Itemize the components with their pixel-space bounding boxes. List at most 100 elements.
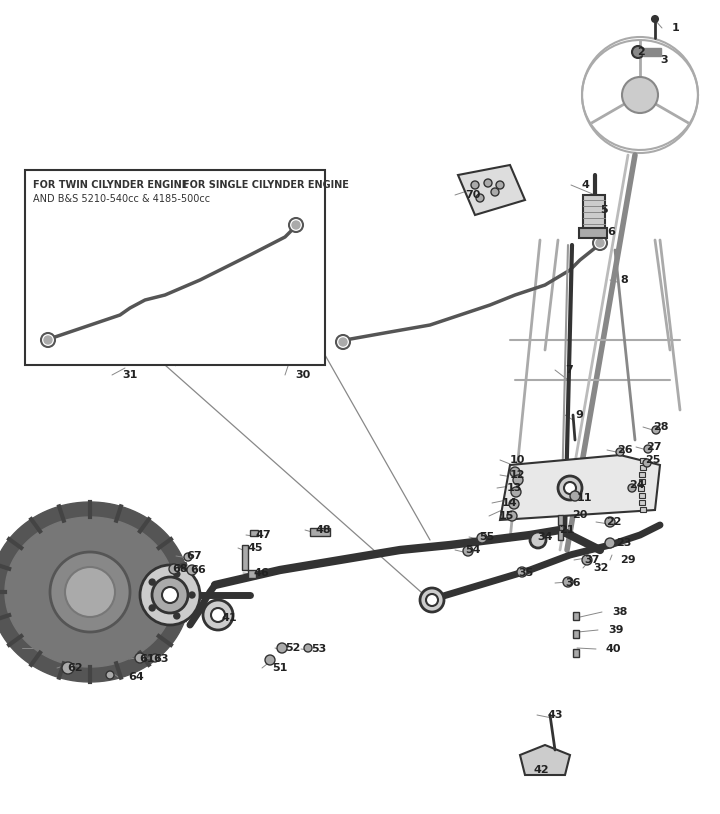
- Circle shape: [507, 511, 517, 521]
- Circle shape: [44, 336, 52, 344]
- Circle shape: [484, 179, 492, 187]
- Text: 35: 35: [518, 568, 534, 578]
- Text: 10: 10: [510, 455, 526, 465]
- Circle shape: [162, 587, 178, 603]
- Text: 67: 67: [186, 551, 202, 561]
- Bar: [579, 228, 607, 238]
- Circle shape: [174, 613, 180, 619]
- Circle shape: [496, 181, 504, 189]
- Text: 36: 36: [565, 578, 580, 588]
- Circle shape: [628, 484, 636, 492]
- Circle shape: [643, 459, 651, 467]
- Text: 25: 25: [645, 455, 660, 465]
- Text: 63: 63: [153, 654, 168, 664]
- Bar: [558, 515, 563, 525]
- Text: 38: 38: [612, 607, 627, 617]
- Circle shape: [570, 491, 580, 501]
- Text: 30: 30: [295, 370, 310, 380]
- Text: 39: 39: [608, 625, 624, 635]
- Circle shape: [149, 579, 156, 585]
- Circle shape: [336, 335, 350, 349]
- Text: 68: 68: [172, 564, 188, 574]
- Circle shape: [65, 567, 115, 617]
- Text: 21: 21: [559, 525, 575, 535]
- Circle shape: [471, 181, 479, 189]
- Circle shape: [513, 475, 523, 485]
- Circle shape: [184, 553, 192, 561]
- Text: 14: 14: [502, 498, 518, 508]
- Text: AND B&S 5210-540cc & 4185-500cc: AND B&S 5210-540cc & 4185-500cc: [33, 194, 210, 204]
- Circle shape: [187, 565, 197, 575]
- Text: 24: 24: [629, 480, 644, 490]
- Circle shape: [509, 499, 519, 509]
- Circle shape: [339, 338, 347, 346]
- Circle shape: [632, 46, 644, 58]
- Bar: [639, 479, 644, 484]
- Text: FOR SINGLE CILYNDER ENGINE: FOR SINGLE CILYNDER ENGINE: [183, 180, 349, 190]
- Bar: [639, 493, 644, 498]
- Bar: [573, 630, 579, 638]
- Text: 37: 37: [584, 555, 599, 565]
- Bar: [639, 472, 645, 477]
- Text: 8: 8: [620, 275, 628, 285]
- Text: 43: 43: [547, 710, 562, 720]
- Text: 5: 5: [600, 205, 608, 215]
- Circle shape: [152, 577, 188, 613]
- Bar: [643, 48, 661, 56]
- Circle shape: [652, 426, 660, 434]
- Circle shape: [564, 482, 576, 494]
- Text: 6: 6: [607, 227, 615, 237]
- Polygon shape: [0, 502, 190, 682]
- Circle shape: [563, 577, 573, 587]
- Text: 3: 3: [660, 55, 667, 65]
- Text: 7: 7: [565, 365, 572, 375]
- Text: 1: 1: [672, 23, 680, 33]
- Circle shape: [605, 538, 615, 548]
- Circle shape: [135, 653, 145, 663]
- Text: 20: 20: [572, 510, 588, 520]
- Circle shape: [477, 533, 487, 543]
- Text: 11: 11: [577, 493, 593, 503]
- Bar: [248, 570, 256, 578]
- Text: 9: 9: [575, 410, 583, 420]
- Bar: [638, 486, 644, 491]
- Text: 61: 61: [139, 654, 155, 664]
- Circle shape: [174, 571, 180, 577]
- Circle shape: [50, 552, 130, 632]
- Circle shape: [426, 594, 438, 606]
- Circle shape: [558, 476, 582, 500]
- Text: 34: 34: [537, 532, 552, 542]
- Circle shape: [463, 546, 473, 556]
- Circle shape: [517, 567, 527, 577]
- Circle shape: [476, 194, 484, 202]
- Polygon shape: [458, 165, 525, 215]
- Circle shape: [420, 588, 444, 612]
- Circle shape: [652, 16, 658, 22]
- Circle shape: [304, 644, 312, 652]
- Text: 22: 22: [606, 517, 621, 527]
- Text: 48: 48: [315, 525, 330, 535]
- Circle shape: [41, 333, 55, 347]
- Bar: [640, 458, 646, 463]
- Circle shape: [622, 77, 658, 113]
- Text: 54: 54: [465, 545, 480, 555]
- Text: 55: 55: [479, 532, 494, 542]
- Circle shape: [582, 37, 698, 153]
- Circle shape: [616, 448, 624, 456]
- Text: 12: 12: [510, 470, 526, 480]
- Text: 62: 62: [67, 663, 83, 673]
- Polygon shape: [500, 455, 660, 520]
- Circle shape: [582, 555, 592, 565]
- Text: 51: 51: [272, 663, 287, 673]
- Text: 15: 15: [499, 511, 514, 521]
- Circle shape: [292, 221, 300, 229]
- Text: 52: 52: [285, 643, 300, 653]
- Text: 29: 29: [620, 555, 636, 565]
- Text: 40: 40: [606, 644, 621, 654]
- Circle shape: [211, 608, 225, 622]
- Circle shape: [491, 188, 499, 196]
- Circle shape: [644, 445, 652, 453]
- Text: 47: 47: [256, 530, 271, 540]
- Text: 53: 53: [311, 644, 326, 654]
- Text: 13: 13: [507, 483, 523, 493]
